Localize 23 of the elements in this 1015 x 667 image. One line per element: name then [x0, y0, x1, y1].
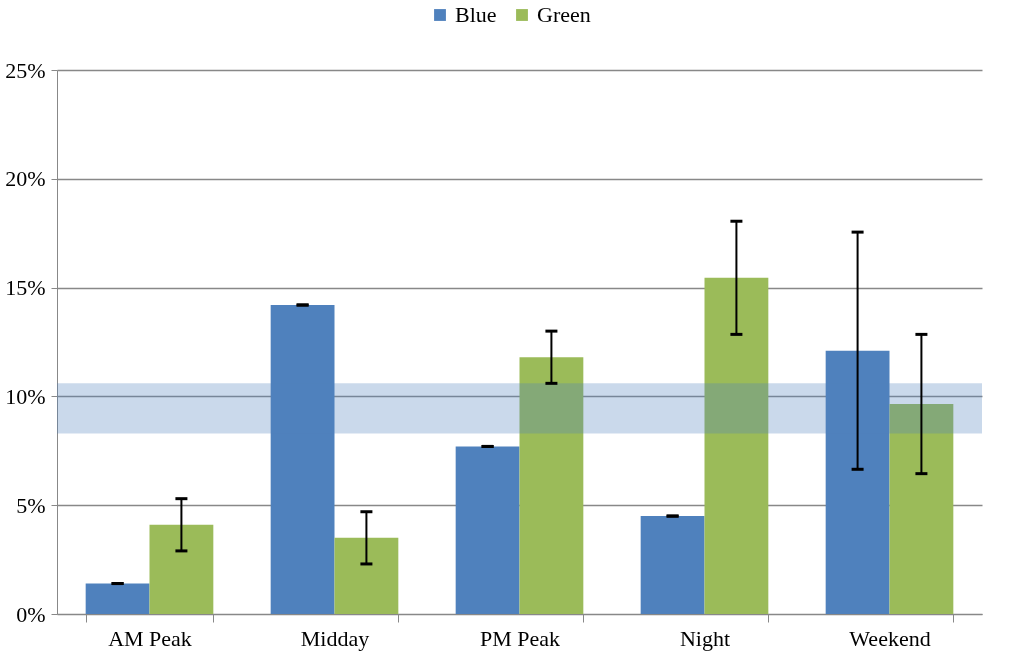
bar [825, 350, 890, 614]
bar [149, 524, 214, 614]
bar [270, 305, 335, 614]
bar [85, 583, 150, 614]
y-tick-label: 5% [16, 492, 46, 518]
y-tick-label: 25% [5, 57, 46, 83]
bar [519, 357, 584, 614]
bar [640, 516, 705, 614]
y-tick-label: 15% [5, 275, 46, 301]
x-tick-label: Midday [300, 625, 370, 651]
bar [334, 537, 399, 614]
legend-label: Green [537, 2, 591, 27]
x-tick-label: AM Peak [108, 625, 192, 651]
bar [889, 404, 954, 614]
legend-label: Blue [455, 2, 497, 27]
x-tick-label: Weekend [849, 625, 931, 651]
bar [704, 277, 769, 614]
y-tick-label: 0% [16, 601, 46, 627]
x-tick-label: Night [679, 625, 731, 651]
y-tick-label: 20% [5, 166, 46, 192]
x-tick-label: PM Peak [479, 625, 561, 651]
bar [455, 446, 520, 614]
y-tick-label: 10% [5, 383, 46, 409]
